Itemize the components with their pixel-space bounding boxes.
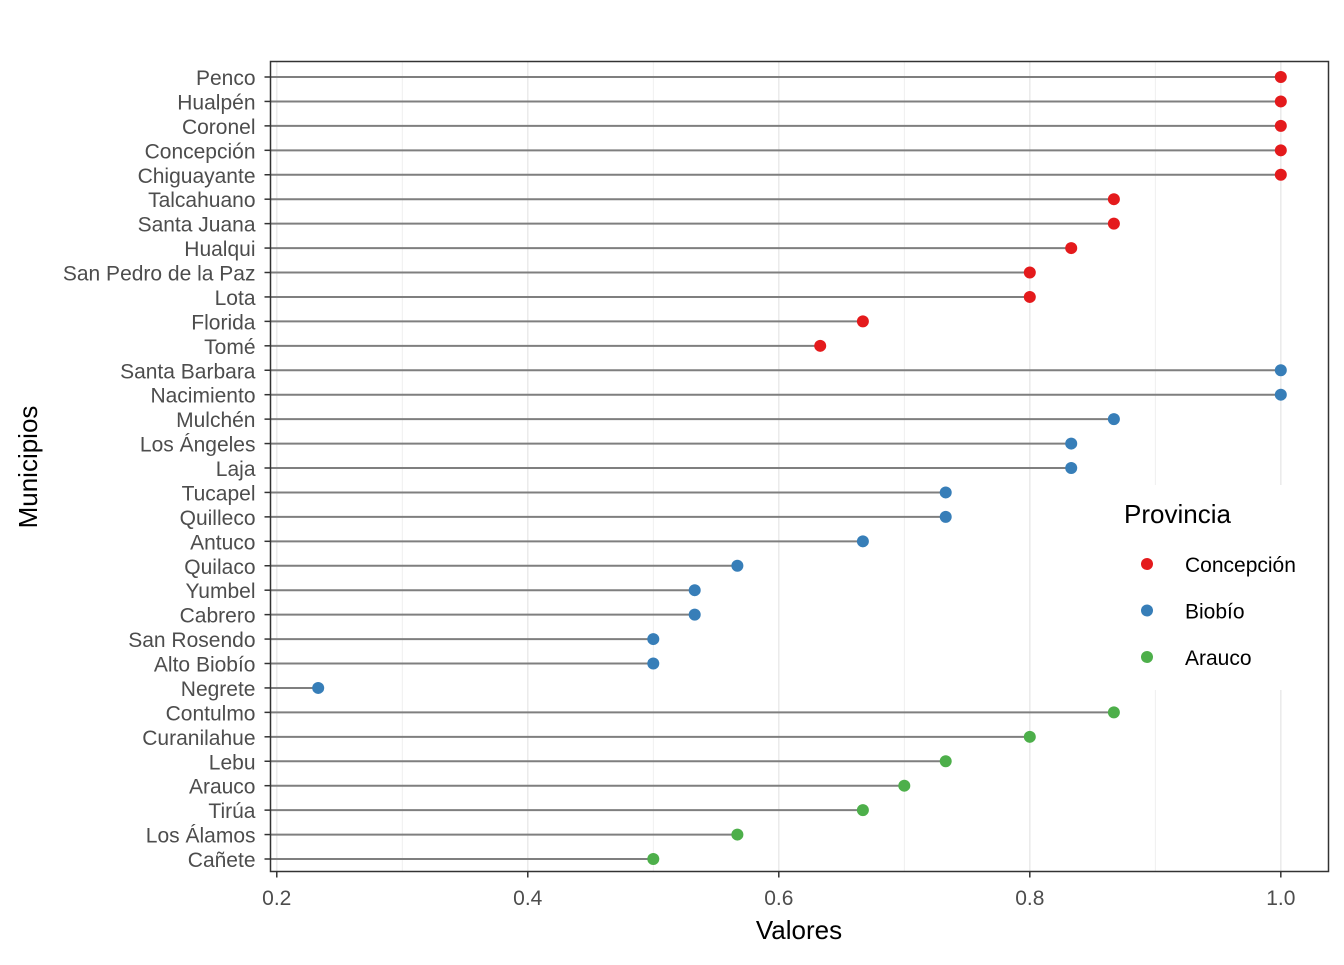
y-tick-label: Santa Juana [138, 214, 256, 237]
data-point [1107, 706, 1120, 719]
legend: Provincia Concepción Biobío Arauco [1105, 485, 1320, 690]
y-tick-label: Contulmo [166, 702, 256, 725]
data-point [1274, 119, 1287, 132]
legend-key [1141, 651, 1153, 663]
y-tick-label: Los Ángeles [140, 434, 256, 457]
y-tick-label: Hualpén [177, 91, 255, 114]
y-tick-label: Concepción [145, 140, 256, 163]
x-tick-label: 0.6 [764, 887, 793, 910]
legend-key [1141, 558, 1153, 570]
x-axis-title: Valores [756, 915, 842, 945]
data-point [1274, 144, 1287, 157]
y-tick-label: Quilleco [180, 507, 256, 530]
data-point [1107, 217, 1120, 230]
data-point [1274, 388, 1287, 401]
y-tick-label: Florida [191, 311, 256, 334]
y-tick-label: Penco [196, 67, 256, 90]
y-tick-label: Nacimiento [150, 385, 255, 408]
y-tick-label: Negrete [181, 678, 256, 701]
y-tick-label: Laja [216, 458, 256, 481]
data-point [1023, 730, 1036, 743]
y-tick-label: Talcahuano [148, 189, 255, 212]
y-tick-label: Lota [215, 287, 256, 310]
y-tick-label: Alto Biobío [154, 654, 256, 677]
y-tick-label: Tirúa [208, 800, 255, 823]
data-point [1274, 364, 1287, 377]
legend-label: Biobío [1185, 601, 1245, 624]
data-point [856, 315, 869, 328]
panel-border [269, 60, 1330, 873]
data-point [1107, 193, 1120, 206]
data-point [939, 755, 952, 768]
y-tick-label: Curanilahue [142, 727, 255, 750]
x-tick-label: 0.8 [1015, 887, 1044, 910]
x-tick-label: 1.0 [1266, 887, 1295, 910]
data-point [312, 681, 325, 694]
data-point [1065, 437, 1078, 450]
data-point [856, 804, 869, 817]
data-point [1274, 71, 1287, 83]
y-tick-label: Arauco [189, 776, 256, 799]
x-tick-label: 0.4 [513, 887, 543, 910]
data-point [647, 657, 660, 670]
data-point [1274, 95, 1287, 108]
y-tick-label: Antuco [190, 531, 255, 554]
y-axis-title: Municipios [13, 406, 43, 529]
data-point [814, 339, 827, 352]
data-point [731, 559, 744, 572]
y-tick-label: Mulchén [176, 409, 255, 432]
data-point [647, 853, 660, 865]
data-point [688, 584, 701, 597]
y-tick-label: Yumbel [185, 580, 255, 603]
data-point [1107, 413, 1120, 426]
data-point [939, 486, 952, 499]
data-point [1023, 266, 1036, 279]
y-tick-label: Los Álamos [146, 825, 256, 848]
data-point [939, 510, 952, 523]
data-point [1065, 242, 1078, 255]
data-point [1274, 168, 1287, 181]
y-tick-label: Hualqui [184, 238, 255, 261]
y-tick-label: Tomé [204, 336, 255, 359]
data-point [1023, 290, 1036, 303]
legend-label: Concepción [1185, 554, 1296, 577]
y-tick-label: Chiguayante [138, 165, 256, 188]
y-tick-label: Lebu [209, 751, 256, 774]
data-point [856, 535, 869, 548]
y-tick-label: Cañete [188, 849, 256, 872]
y-tick-label: Cabrero [180, 605, 256, 628]
y-tick-label: San Pedro de la Paz [63, 263, 256, 286]
y-tick-label: Santa Barbara [120, 360, 256, 383]
data-point [688, 608, 701, 621]
y-tick-label: Tucapel [182, 482, 256, 505]
x-tick-label: 0.2 [262, 887, 291, 910]
legend-key [1141, 604, 1153, 617]
legend-label: Arauco [1185, 647, 1252, 670]
data-point [647, 633, 660, 646]
data-point [898, 779, 911, 792]
data-point [1065, 462, 1078, 474]
y-tick-label: Coronel [182, 116, 256, 139]
data-point [731, 828, 744, 841]
legend-title: Provincia [1124, 499, 1231, 529]
y-tick-label: Quilaco [184, 556, 255, 579]
y-tick-label: San Rosendo [128, 629, 255, 652]
